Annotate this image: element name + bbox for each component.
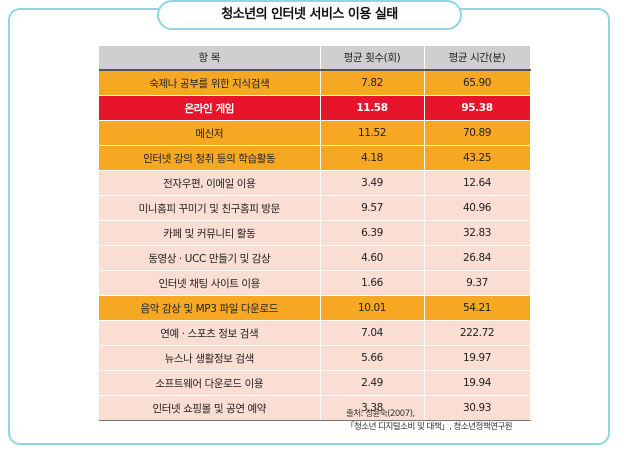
cell-count: 7.04 (320, 320, 425, 346)
cell-item: 소프트웨어 다운로드 이용 (99, 370, 321, 396)
cell-count: 6.39 (320, 220, 425, 246)
cell-item: 카페 및 커뮤니티 활동 (99, 220, 321, 246)
cell-time: 95.38 (424, 95, 531, 121)
cell-time: 32.83 (424, 220, 531, 246)
table-row: 음악 감상 및 MP3 파일 다운로드 10.01 54.21 (99, 295, 531, 321)
cell-item: 온라인 게임 (99, 95, 321, 121)
cell-count: 2.49 (320, 370, 425, 396)
cell-time: 40.96 (424, 195, 531, 221)
cell-count: 3.38 (320, 395, 425, 421)
cell-time: 9.37 (424, 270, 531, 296)
cell-count: 9.57 (320, 195, 425, 221)
cell-time: 65.90 (424, 70, 531, 96)
cell-count: 4.18 (320, 145, 425, 171)
table-row: 메신저 11.52 70.89 (99, 120, 531, 146)
table-header-row: 항 목 평균 횟수(회) 평균 시간(분) (99, 46, 531, 71)
header-avg-count: 평균 횟수(회) (320, 46, 425, 71)
cell-time: 30.93 (424, 395, 531, 421)
table-row: 동영상 · UCC 만들기 및 감상 4.60 26.84 (99, 245, 531, 271)
cell-count: 7.82 (320, 70, 425, 96)
cell-item: 미니홈피 꾸미기 및 친구홈피 방문 (99, 195, 321, 221)
cell-count: 5.66 (320, 345, 425, 371)
table-row: 인터넷 채팅 사이트 이용 1.66 9.37 (99, 270, 531, 296)
table-row: 소프트웨어 다운로드 이용 2.49 19.94 (99, 370, 531, 396)
table-row: 인터넷 강의 청취 등의 학습활동 4.18 43.25 (99, 145, 531, 171)
source-note: 출처: 성윤숙(2007), 「청소년 디지털소비 및 대책」, 청소년정책연구… (346, 408, 513, 434)
cell-time: 19.97 (424, 345, 531, 371)
cell-item: 인터넷 쇼핑몰 및 공연 예약 (99, 395, 321, 421)
table-row: 온라인 게임 11.58 95.38 (99, 95, 531, 121)
cell-count: 4.60 (320, 245, 425, 271)
stats-table: 항 목 평균 횟수(회) 평균 시간(분) 숙제나 공부를 위한 지식검색 7.8… (99, 46, 531, 421)
cell-count: 3.49 (320, 170, 425, 196)
cell-item: 인터넷 채팅 사이트 이용 (99, 270, 321, 296)
cell-item: 전자우편, 이메일 이용 (99, 170, 321, 196)
table-row: 미니홈피 꾸미기 및 친구홈피 방문 9.57 40.96 (99, 195, 531, 221)
table-row: 뉴스나 생활정보 검색 5.66 19.97 (99, 345, 531, 371)
cell-time: 54.21 (424, 295, 531, 321)
cell-time: 12.64 (424, 170, 531, 196)
cell-item: 음악 감상 및 MP3 파일 다운로드 (99, 295, 321, 321)
cell-time: 26.84 (424, 245, 531, 271)
cell-count: 11.52 (320, 120, 425, 146)
cell-count: 10.01 (320, 295, 425, 321)
cell-item: 숙제나 공부를 위한 지식검색 (99, 70, 321, 96)
source-line-2: 「청소년 디지털소비 및 대책」, 청소년정책연구원 (346, 422, 513, 432)
table-row: 숙제나 공부를 위한 지식검색 7.82 65.90 (99, 70, 531, 96)
cell-time: 19.94 (424, 370, 531, 396)
cell-item: 동영상 · UCC 만들기 및 감상 (99, 245, 321, 271)
table-row: 전자우편, 이메일 이용 3.49 12.64 (99, 170, 531, 196)
cell-item: 메신저 (99, 120, 321, 146)
cell-time: 70.89 (424, 120, 531, 146)
table-row: 인터넷 쇼핑몰 및 공연 예약 3.38 30.93 (99, 395, 531, 421)
cell-time: 222.72 (424, 320, 531, 346)
cell-count: 11.58 (320, 95, 425, 121)
cell-item: 연예 · 스포츠 정보 검색 (99, 320, 321, 346)
table-row: 연예 · 스포츠 정보 검색 7.04 222.72 (99, 320, 531, 346)
header-avg-time: 평균 시간(분) (424, 46, 531, 71)
source-line-1: 출처: 성윤숙(2007), (346, 409, 415, 419)
table-row: 카페 및 커뮤니티 활동 6.39 32.83 (99, 220, 531, 246)
cell-count: 1.66 (320, 270, 425, 296)
cell-item: 인터넷 강의 청취 등의 학습활동 (99, 145, 321, 171)
cell-time: 43.25 (424, 145, 531, 171)
cell-item: 뉴스나 생활정보 검색 (99, 345, 321, 371)
header-item: 항 목 (99, 46, 321, 71)
page-title: 청소년의 인터넷 서비스 이용 실태 (157, 0, 462, 30)
